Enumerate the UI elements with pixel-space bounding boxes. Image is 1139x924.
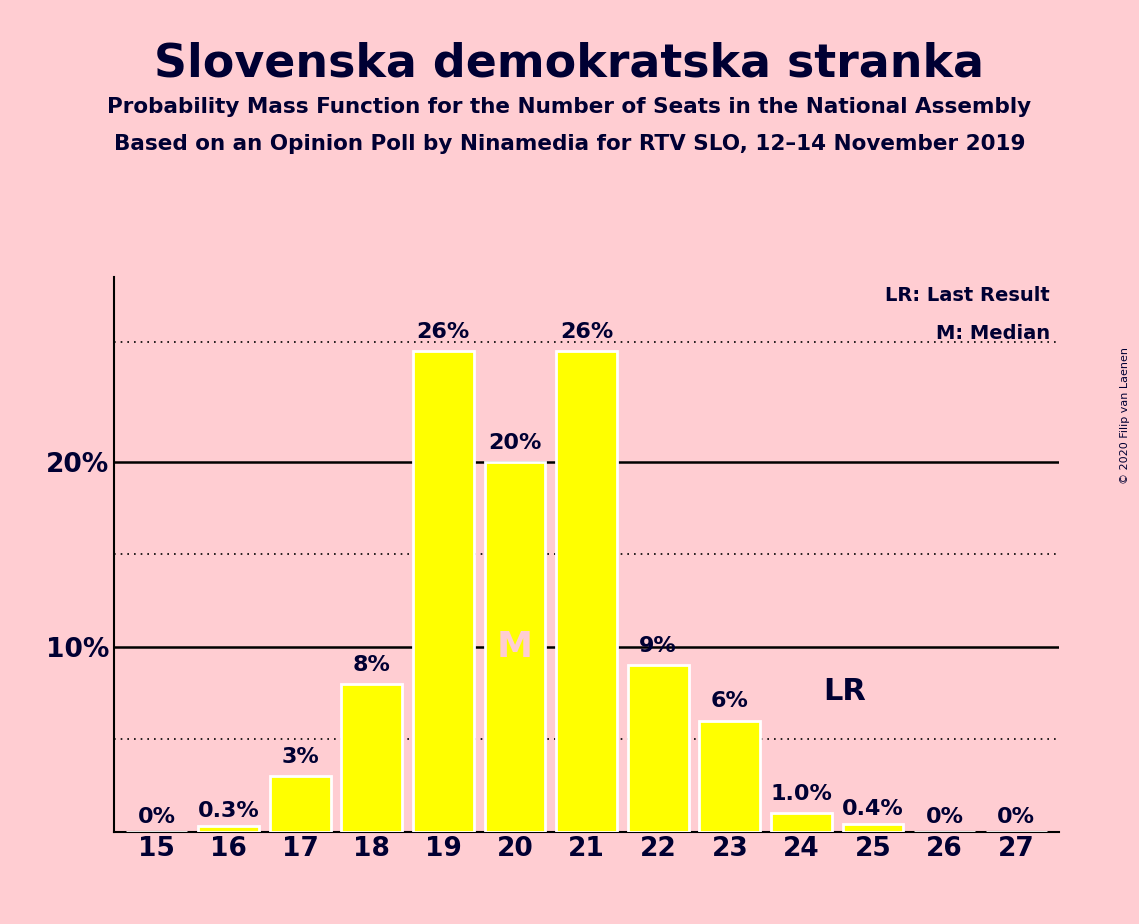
Bar (484, 462, 546, 832)
Bar (556, 351, 617, 832)
Text: 0%: 0% (998, 807, 1035, 827)
Text: 3%: 3% (281, 747, 319, 767)
Text: Based on an Opinion Poll by Ninamedia for RTV SLO, 12–14 November 2019: Based on an Opinion Poll by Ninamedia fo… (114, 134, 1025, 154)
Bar (843, 824, 903, 832)
Bar (198, 826, 259, 832)
Text: LR: Last Result: LR: Last Result (885, 286, 1050, 305)
Text: © 2020 Filip van Laenen: © 2020 Filip van Laenen (1121, 347, 1130, 484)
Text: 0.3%: 0.3% (197, 800, 260, 821)
Text: 26%: 26% (560, 322, 613, 342)
Bar (270, 776, 330, 832)
Text: M: Median: M: Median (936, 324, 1050, 344)
Text: Probability Mass Function for the Number of Seats in the National Assembly: Probability Mass Function for the Number… (107, 97, 1032, 117)
Text: 0%: 0% (138, 807, 175, 827)
Bar (413, 351, 474, 832)
Text: LR: LR (822, 677, 866, 706)
Bar (628, 665, 689, 832)
Bar (771, 813, 831, 832)
Text: M: M (497, 630, 533, 663)
Text: 20%: 20% (489, 432, 542, 453)
Text: 1.0%: 1.0% (770, 784, 833, 804)
Text: 0%: 0% (926, 807, 964, 827)
Bar (342, 684, 402, 832)
Text: 8%: 8% (353, 654, 391, 675)
Text: Slovenska demokratska stranka: Slovenska demokratska stranka (155, 42, 984, 87)
Text: 9%: 9% (639, 636, 677, 656)
Text: 26%: 26% (417, 322, 470, 342)
Text: 0.4%: 0.4% (842, 798, 904, 819)
Bar (699, 721, 760, 832)
Text: 6%: 6% (711, 691, 748, 711)
